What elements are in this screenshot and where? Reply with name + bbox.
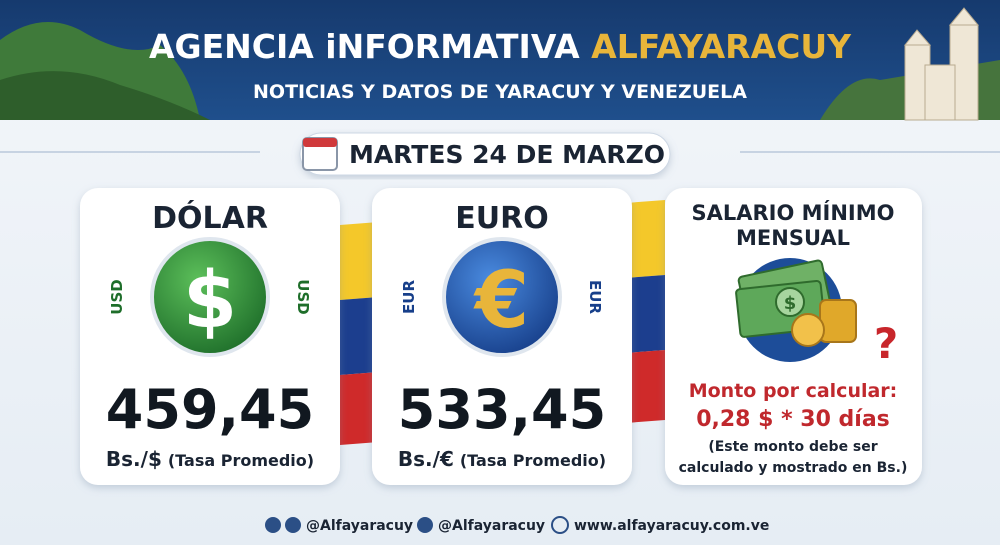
card-title: DÓLAR xyxy=(152,199,268,236)
footer: @Alfayaracuy @Alfayaracuy www.alfayaracu… xyxy=(265,516,769,534)
header-title: AGENCIA iNFORMATIVA ALFAYARACUY xyxy=(149,27,852,66)
coin xyxy=(442,237,562,357)
question-mark: ? xyxy=(874,319,898,368)
unit-note: (Tasa Promedio) xyxy=(168,451,314,470)
money-symbol: $ xyxy=(784,293,797,314)
church xyxy=(903,7,980,121)
salary-title: SALARIO MÍNIMO xyxy=(691,200,894,225)
unit: Bs./€ xyxy=(398,447,454,471)
date-pill xyxy=(299,132,671,176)
coin-symbol: $ xyxy=(183,256,237,346)
date-text: MARTES 24 DE MARZO xyxy=(349,140,665,169)
twitter-icon xyxy=(417,517,433,533)
salary-title: MENSUAL xyxy=(736,226,850,250)
title-brand: ALFAYARACUY xyxy=(591,27,852,66)
telegram-icon xyxy=(265,517,281,533)
instagram-icon xyxy=(285,517,301,533)
web-icon xyxy=(551,516,569,534)
currency-code: EUR xyxy=(586,280,604,314)
card-title: EURO xyxy=(455,201,548,236)
rate-unit: Bs./$ (Tasa Promedio) xyxy=(106,447,314,471)
unit-note: (Tasa Promedio) xyxy=(460,451,606,470)
mountain xyxy=(0,71,210,120)
footer-handle[interactable]: @Alfayaracuy xyxy=(438,518,545,534)
currency-code: EUR xyxy=(400,280,418,314)
salary-note: calculado y mostrado en Bs.) xyxy=(679,460,908,476)
salary-formula: 0,28 $ * 30 días xyxy=(696,407,890,432)
footer-website[interactable]: www.alfayaracuy.com.ve xyxy=(574,518,769,534)
rate-value: 459,45 xyxy=(106,378,314,441)
coin xyxy=(150,237,270,357)
currency-code: USD xyxy=(294,279,312,314)
salary-note: (Este monto debe ser xyxy=(708,439,877,455)
header-subtitle: NOTICIAS Y DATOS DE YARACUY Y VENEZUELA xyxy=(253,81,747,103)
title-main: AGENCIA iNFORMATIVA xyxy=(149,27,580,66)
coin-symbol: € xyxy=(473,256,529,346)
money-icon xyxy=(735,259,857,347)
unit: Bs./$ xyxy=(106,447,162,471)
rate-unit: Bs./€ (Tasa Promedio) xyxy=(398,447,606,471)
currency-code: USD xyxy=(108,279,126,314)
footer-handle[interactable]: @Alfayaracuy xyxy=(306,518,413,534)
calendar-icon xyxy=(302,137,338,171)
rate-value: 533,45 xyxy=(398,378,606,441)
salary-label: Monto por calcular: xyxy=(689,380,898,402)
